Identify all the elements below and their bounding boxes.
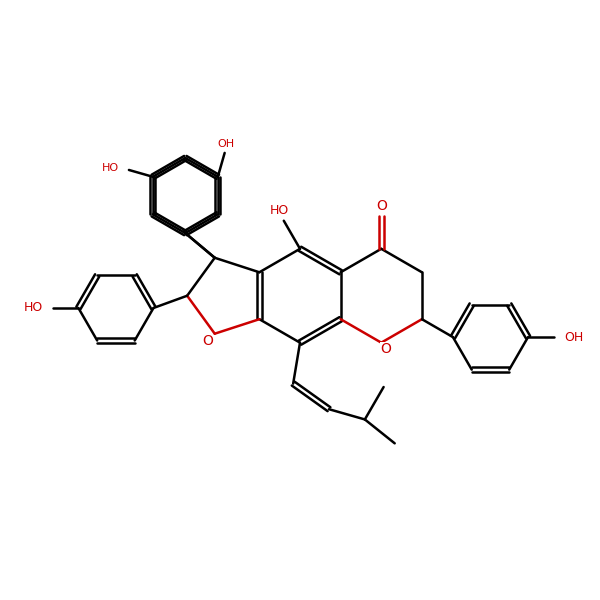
Text: O: O (202, 334, 214, 347)
Text: O: O (376, 199, 387, 213)
Text: OH: OH (564, 331, 583, 344)
Text: HO: HO (101, 163, 119, 173)
Text: HO: HO (270, 204, 289, 217)
Text: HO: HO (23, 301, 43, 314)
Text: OH: OH (218, 139, 235, 149)
Text: O: O (380, 341, 391, 356)
